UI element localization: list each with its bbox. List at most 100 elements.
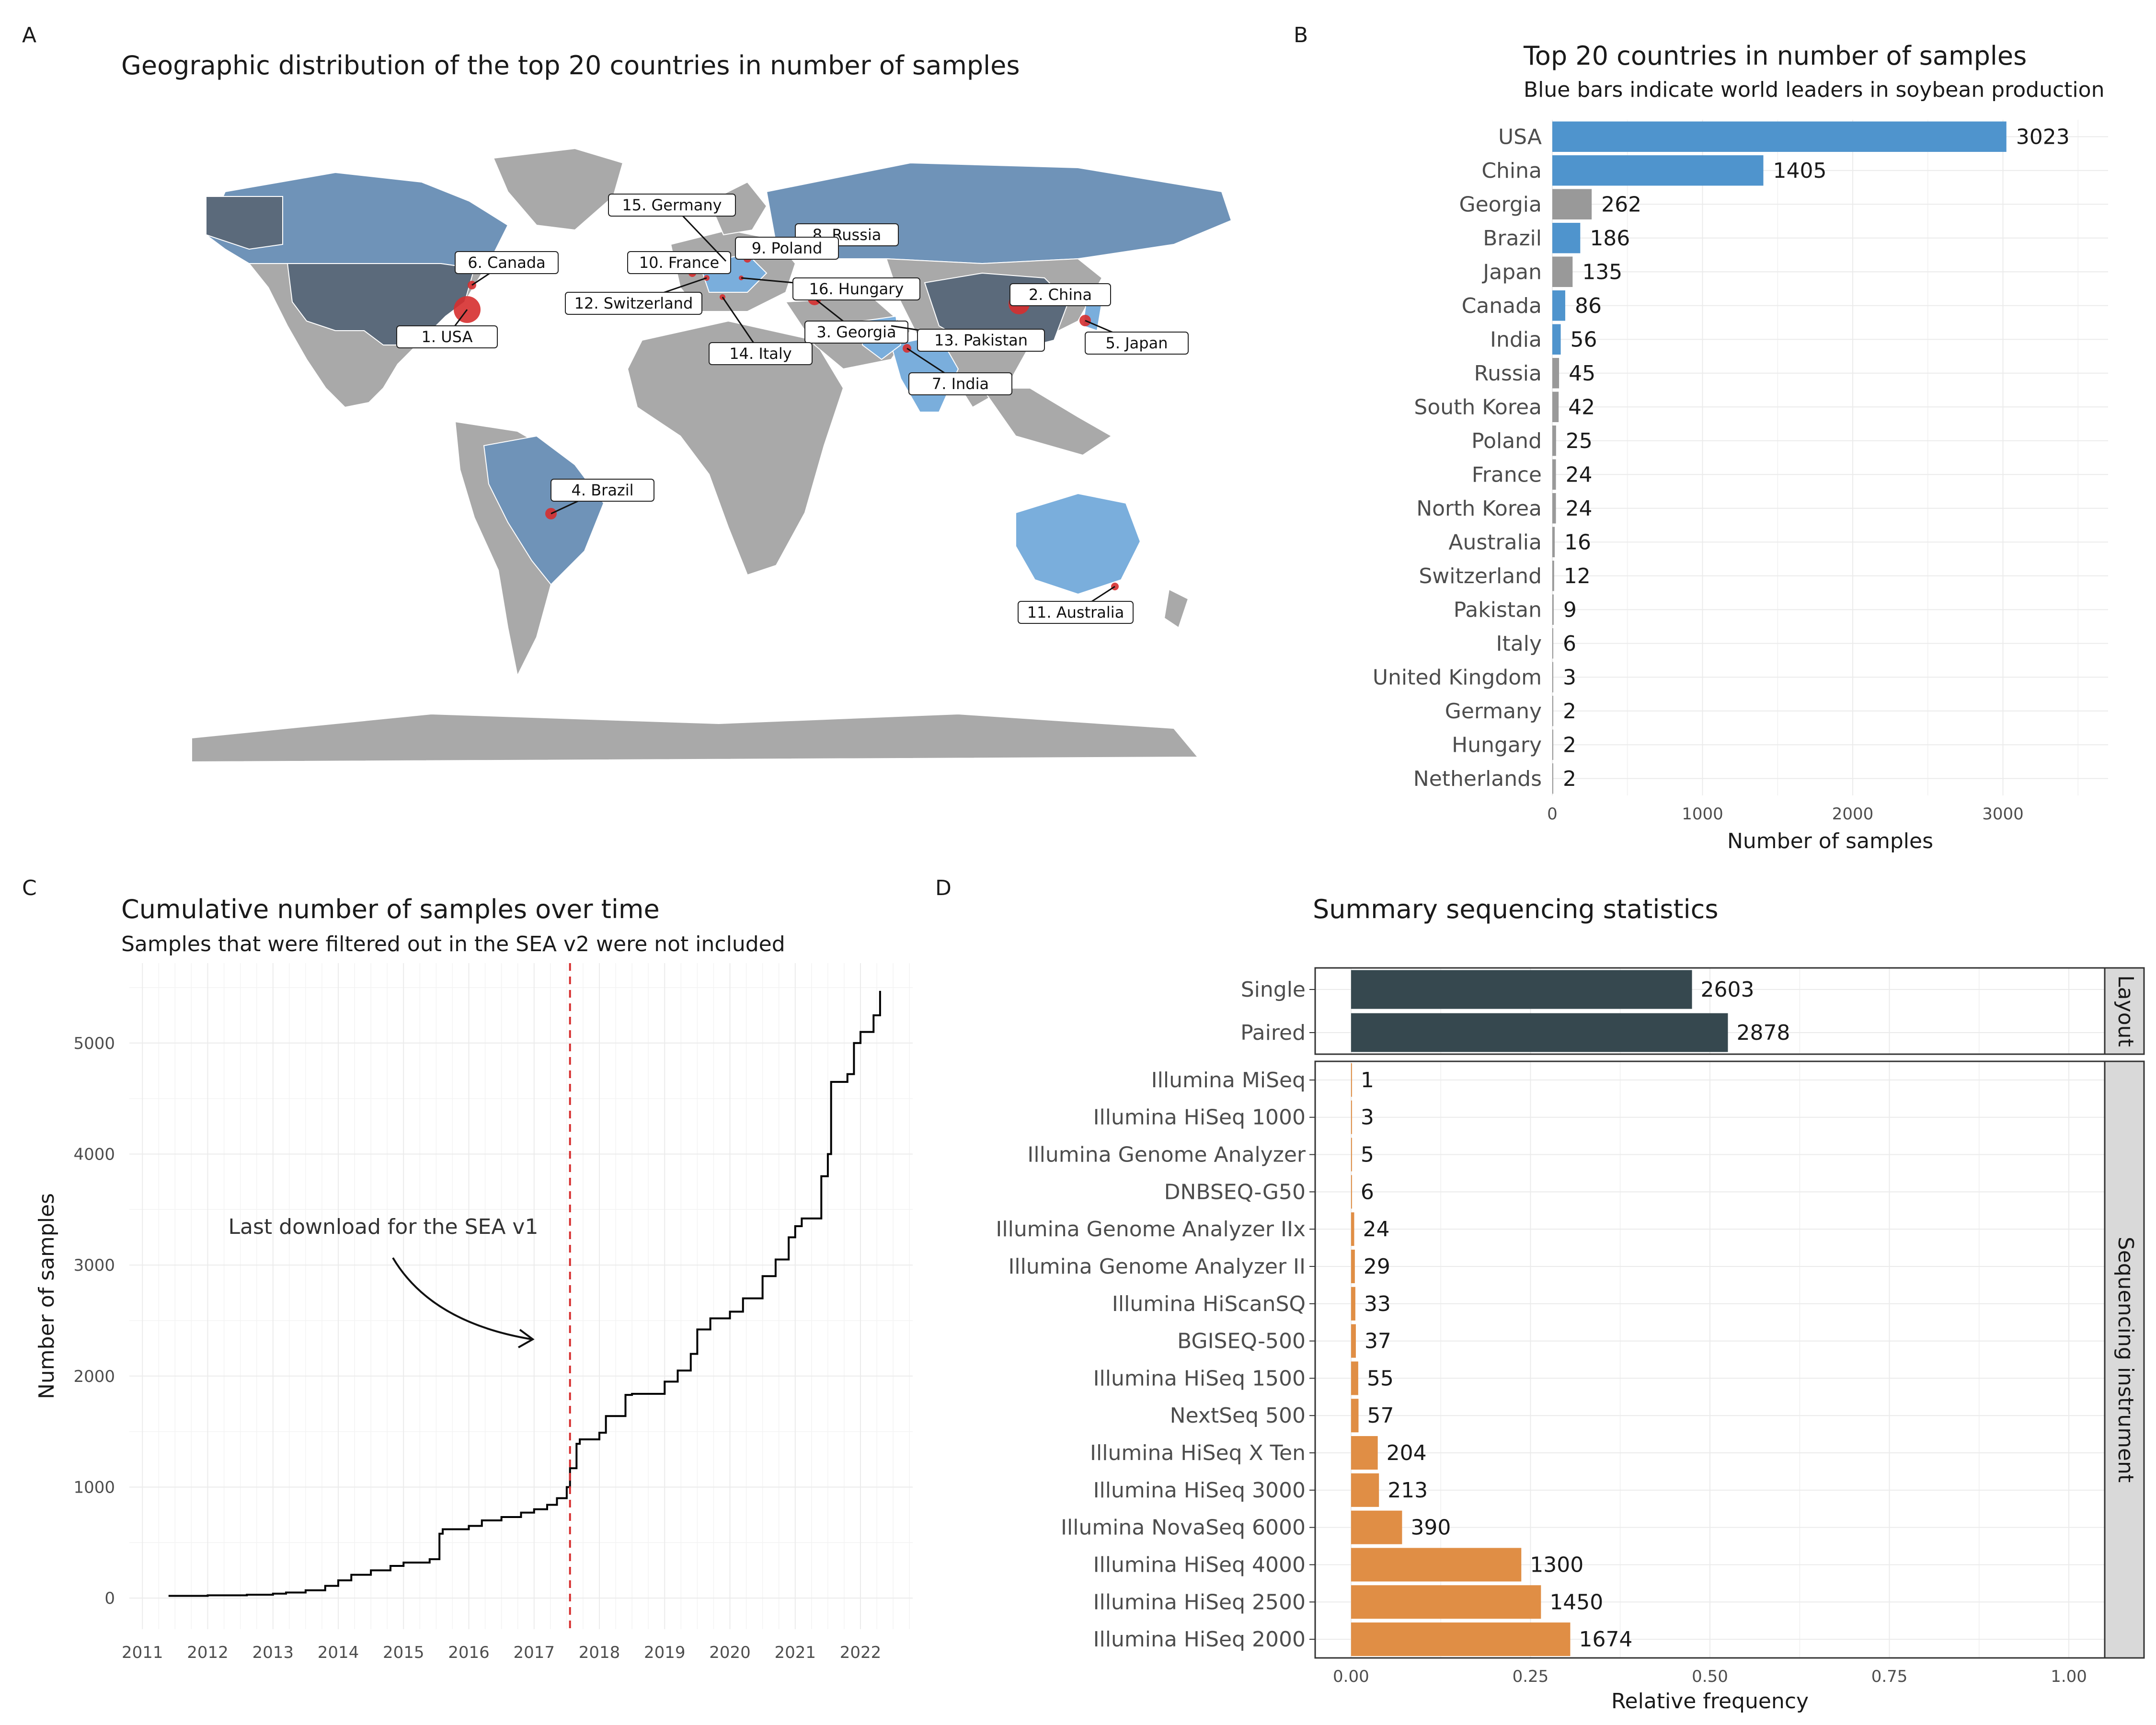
category-label: Illumina MiSeq: [1151, 1068, 1306, 1092]
bar-illumina-hiscansq: [1351, 1287, 1355, 1321]
category-label: DNBSEQ-G50: [1164, 1180, 1306, 1204]
value-label: 24: [1566, 496, 1593, 521]
category-label: Australia: [1448, 530, 1542, 554]
map-label-box: [917, 329, 1045, 352]
map-label: 15. Germany: [622, 196, 722, 214]
panel-letter-d: D: [935, 876, 952, 900]
x-tick-label: 1000: [1682, 805, 1723, 824]
value-label: 1: [1361, 1068, 1374, 1092]
value-label: 1674: [1579, 1627, 1632, 1652]
value-label: 2603: [1701, 978, 1755, 1002]
bar-illumina-hiseq-4000: [1351, 1548, 1522, 1582]
category-label: France: [1472, 462, 1542, 487]
bar-nextseq-500: [1351, 1399, 1359, 1433]
map-label: 4. Brazil: [572, 481, 634, 499]
map-title: Geographic distribution of the top 20 co…: [121, 50, 1020, 80]
map-label: 9. Poland: [752, 239, 823, 257]
map-label-box: [565, 292, 702, 315]
map-label-box: [804, 321, 908, 344]
value-label: 1405: [1773, 159, 1826, 183]
x-tick-label: 3000: [1982, 805, 2024, 824]
category-label: Illumina HiScanSQ: [1112, 1292, 1306, 1316]
value-label: 37: [1365, 1329, 1391, 1354]
value-label: 213: [1388, 1478, 1428, 1503]
value-label: 3: [1563, 665, 1576, 690]
map-greenland: [493, 148, 624, 231]
map-markers: 1. USA 2. China 3. Georgia 4. Brazil 5. Japa…: [396, 194, 1189, 624]
facet-strip: [2104, 1060, 2145, 1659]
category-label: South Korea: [1414, 395, 1542, 419]
category-label: Single: [1241, 978, 1306, 1002]
map-label-box: [709, 342, 813, 365]
facet-strip-label: Sequencing instrument: [2113, 1237, 2138, 1483]
category-label: Illumina NovaSeq 6000: [1061, 1516, 1306, 1540]
bar-australia: [1552, 527, 1555, 557]
map-alaska: [206, 196, 283, 250]
map-label: 14. Italy: [729, 345, 791, 363]
bar-chart-title: Top 20 countries in number of samples: [1524, 41, 2027, 71]
bar-illumina-genome-analyzer-iix: [1351, 1212, 1354, 1246]
y-tick-label: 1000: [73, 1478, 115, 1497]
bar-hungary: [1552, 729, 1553, 760]
map-label: 5. Japan: [1106, 334, 1168, 352]
bar-illumina-miseq: [1351, 1063, 1352, 1097]
category-label: North Korea: [1416, 496, 1542, 521]
map-new-zealand: [1163, 588, 1189, 629]
y-tick-label: 4000: [73, 1145, 115, 1164]
x-tick-label: 2011: [122, 1643, 163, 1662]
bar-brazil: [1552, 223, 1581, 253]
bar-georgia: [1552, 189, 1592, 219]
x-tick-label: 2013: [252, 1643, 294, 1662]
value-label: 6: [1563, 632, 1576, 656]
bar-single: [1351, 970, 1692, 1009]
value-label: 9: [1563, 598, 1577, 622]
map-label-box: [608, 194, 736, 217]
cumulative-line-chart: Last download for the SEA v1 2011 2012 2013…: [34, 963, 913, 1662]
x-tick-label: 2012: [187, 1643, 229, 1662]
bar-russia: [1552, 358, 1560, 389]
bar-usa: [1552, 121, 2007, 152]
value-label: 56: [1571, 327, 1597, 352]
x-axis-title: Relative frequency: [1611, 1689, 1809, 1714]
cumulative-series-line: [168, 990, 881, 1597]
map-label: 13. Pakistan: [934, 331, 1028, 349]
value-label: 186: [1590, 226, 1630, 251]
annotation-arrow: [392, 1257, 532, 1340]
map-label-box: [1018, 601, 1134, 624]
value-label: 1450: [1549, 1590, 1603, 1614]
value-label: 1300: [1530, 1552, 1583, 1577]
value-label: 6: [1361, 1180, 1374, 1204]
x-tick-label: 0.75: [1871, 1667, 1908, 1686]
bar-illumina-hiseq-1000: [1351, 1100, 1352, 1134]
value-label: 2: [1563, 733, 1576, 757]
x-tick-label: 2021: [774, 1643, 816, 1662]
line-grid: [129, 963, 913, 1629]
bar-china: [1552, 155, 1764, 186]
x-tick-label: 1.00: [2051, 1667, 2087, 1686]
value-label: 45: [1569, 361, 1595, 386]
category-label: Poland: [1471, 429, 1542, 453]
bar-france: [1552, 459, 1556, 490]
value-label: 55: [1367, 1366, 1394, 1391]
x-tick-label: 2000: [1832, 805, 1874, 824]
x-tick-label: 0.25: [1513, 1667, 1549, 1686]
value-label: 390: [1411, 1516, 1451, 1540]
category-label: Canada: [1462, 294, 1542, 318]
value-label: 33: [1364, 1292, 1391, 1316]
y-tick-label: 5000: [73, 1034, 115, 1053]
sequencing-bar-chart: Single 2603 Paired 2878 Layout Illumina MiSeq…: [996, 967, 2145, 1714]
bar-illumina-novaseq-6000: [1351, 1510, 1402, 1544]
category-label: Illumina HiSeq X Ten: [1090, 1441, 1306, 1465]
x-axis-title: Number of samples: [1727, 829, 1933, 853]
value-label: 57: [1367, 1403, 1394, 1428]
y-tick-label: 2000: [73, 1367, 115, 1386]
bar-paired: [1351, 1013, 1728, 1052]
category-label: Illumina HiSeq 4000: [1093, 1552, 1306, 1577]
bar-grid: [1552, 120, 2108, 795]
bar-canada: [1552, 290, 1565, 321]
category-label: Switzerland: [1419, 564, 1542, 588]
map-label-box: [1009, 283, 1111, 306]
y-axis-title: Number of samples: [34, 1193, 59, 1399]
value-label: 24: [1566, 462, 1593, 487]
world-map: 1. USA 2. China 3. Georgia 4. Brazil 5. Japa…: [191, 148, 1232, 763]
